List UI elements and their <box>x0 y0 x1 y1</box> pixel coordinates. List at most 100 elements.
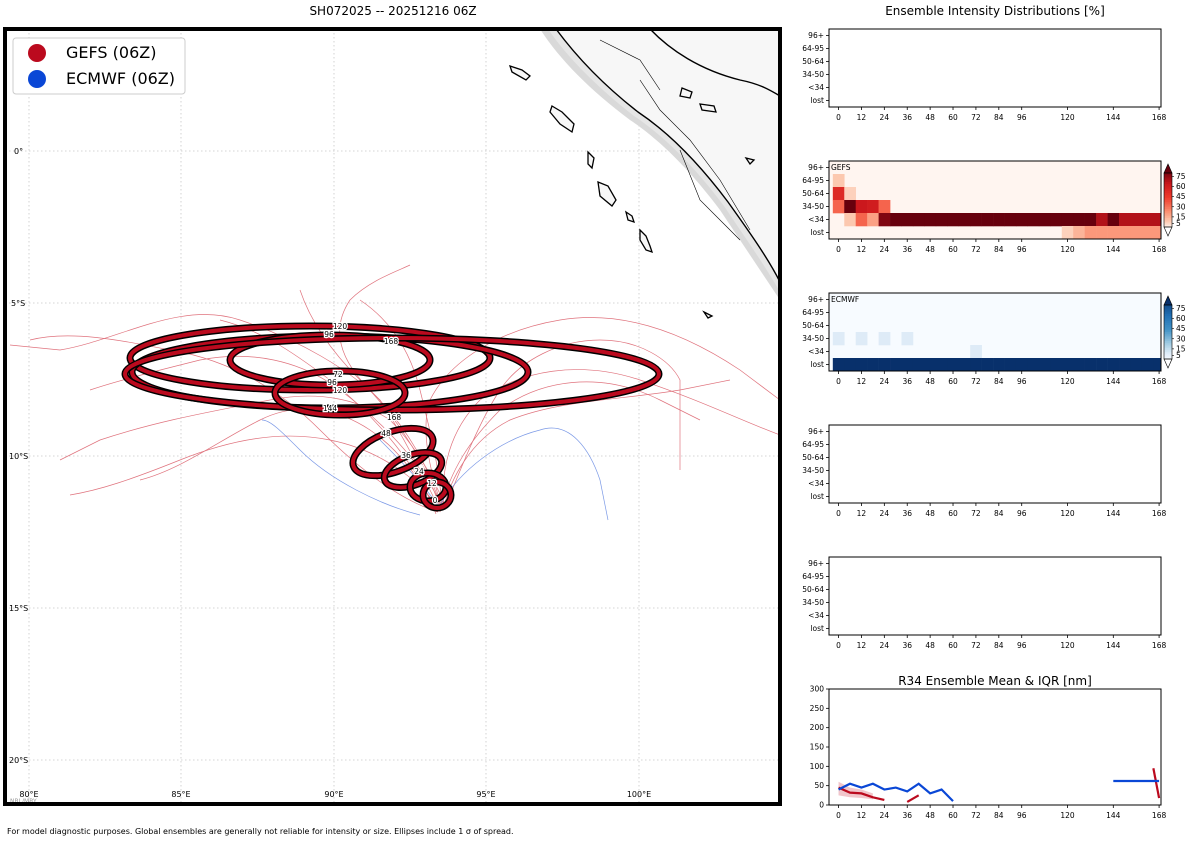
r34-y-tick-label: 150 <box>810 743 825 752</box>
r34-y-tick-label: 0 <box>819 801 824 810</box>
y-tick-label: 34-50 <box>802 334 824 343</box>
x-tick-label: 72 <box>971 377 981 386</box>
colorbar-swatch <box>1164 332 1172 335</box>
heatmap-cell <box>867 213 879 227</box>
y-tick-label: <34 <box>808 83 824 92</box>
heatmap-cell <box>935 358 948 372</box>
colorbar-swatch <box>1164 223 1172 226</box>
colorbar-swatch <box>1164 314 1172 317</box>
x-tick-label: 84 <box>994 245 1004 254</box>
y-tick-label: 50-64 <box>802 453 824 462</box>
heatmap-cell <box>855 213 868 227</box>
heatmap-cell <box>832 187 845 201</box>
y-tick-label: <34 <box>808 215 824 224</box>
x-tick-label: 0 <box>836 113 841 122</box>
colorbar-swatch <box>1164 207 1172 210</box>
y-tick-label: lost <box>810 96 824 105</box>
heatmap-cell <box>1084 226 1097 240</box>
x-tick-label: 72 <box>971 641 981 650</box>
r34-y-tick-label: 200 <box>810 723 825 732</box>
intensity-panel: 96+ 64-95 50-64 34-50 <34 lost 0 12 24 36 48 60 72 84… <box>802 556 1166 650</box>
colorbar-swatch <box>1164 348 1172 351</box>
heatmap-cell <box>1061 213 1074 227</box>
x-tick-label: 144 <box>1106 641 1121 650</box>
heatmap-cell <box>901 358 914 372</box>
colorbar-swatch <box>1164 225 1172 228</box>
uncertainty-ellipses <box>121 322 663 512</box>
map-legend: GEFS (06Z) ECMWF (06Z) <box>12 37 186 95</box>
intensity-panels: 96+ 64-95 50-64 34-50 <34 lost 0 12 24 36 48 60 72 84… <box>802 28 1166 650</box>
lon-tick: 80°E <box>19 790 38 799</box>
colorbar-swatch <box>1164 342 1172 345</box>
colorbar-arrow-top <box>1163 163 1173 174</box>
x-tick-label: 120 <box>1060 377 1075 386</box>
colorbar-swatch <box>1164 341 1172 344</box>
colorbar-swatch <box>1164 214 1172 217</box>
colorbar-swatch <box>1164 187 1172 190</box>
heatmap-cell <box>1096 213 1108 227</box>
land-sumatra <box>540 28 781 300</box>
heatmap-cell <box>1073 213 1085 227</box>
heatmap-cell <box>970 213 982 227</box>
heatmap-cell <box>1119 213 1131 227</box>
heatmap-cell <box>878 200 891 214</box>
colorbar-arrow-top <box>1163 295 1173 306</box>
heatmap-cell <box>1084 358 1097 372</box>
r34-y-tick-label: 50 <box>814 781 824 790</box>
heatmap-cell <box>1073 358 1085 372</box>
ellipse-label: 168 <box>387 413 402 422</box>
r34-series-line <box>1152 768 1161 799</box>
r34-frame <box>828 688 1162 806</box>
y-tick-label: 50-64 <box>802 585 824 594</box>
heatmap-cell <box>993 358 1005 372</box>
panel-frame <box>828 292 1162 372</box>
heatmap-cell <box>867 358 879 372</box>
heatmap-cell <box>970 358 982 372</box>
x-tick-label: 48 <box>925 245 935 254</box>
heatmap-cell <box>1107 226 1120 240</box>
x-tick-label: 120 <box>1060 509 1075 518</box>
x-tick-label: 144 <box>1106 509 1121 518</box>
heatmap-cell <box>981 213 994 227</box>
x-tick-label: 24 <box>880 377 890 386</box>
panel-frame <box>828 28 1162 108</box>
heatmap-cell <box>1050 213 1063 227</box>
y-tick-label: 34-50 <box>802 598 824 607</box>
panel-label: ECMWF <box>831 295 859 304</box>
heatmap-cell <box>1153 213 1162 227</box>
heatmap-cell <box>844 200 857 214</box>
ellipse-label: 24 <box>414 467 424 476</box>
ellipse-label: 144 <box>323 404 338 413</box>
colorbar-swatch <box>1164 183 1172 186</box>
intensity-panel: 96+ 64-95 50-64 34-50 <34 lost 0 12 24 36 48 60 72 84… <box>802 28 1166 122</box>
y-tick-label: 64-95 <box>802 440 824 449</box>
heatmap-cell <box>1130 226 1143 240</box>
colorbar-swatch <box>1164 185 1172 188</box>
heatmap-cell <box>832 174 845 188</box>
x-tick-label: 48 <box>925 377 935 386</box>
r34-x-tick-label: 12 <box>857 811 867 820</box>
x-tick-label: 144 <box>1106 113 1121 122</box>
x-tick-label: 12 <box>857 113 867 122</box>
panel-background <box>829 29 1161 107</box>
intensity-panel: ECMWF 96+ 64-95 50-64 34-50 <34 lost 0 12 24 36 48 6… <box>802 292 1166 386</box>
colorbar-tick-label: 75 <box>1176 172 1186 181</box>
colorbar-swatch <box>1164 203 1172 206</box>
heatmap-cell <box>1004 213 1017 227</box>
x-tick-label: 96 <box>1017 509 1027 518</box>
x-tick-label: 60 <box>948 377 958 386</box>
r34-title: R34 Ensemble Mean & IQR [nm] <box>898 674 1092 688</box>
heatmap-cell <box>878 358 891 372</box>
y-tick-label: lost <box>810 228 824 237</box>
colorbar-frame <box>1163 304 1173 360</box>
heatmap-cell <box>912 358 925 372</box>
heatmap-cell <box>1107 213 1120 227</box>
r34-x-tick-label: 24 <box>880 811 890 820</box>
ellipse-label: 120 <box>333 322 348 331</box>
heatmap-cell <box>1130 358 1143 372</box>
panel-frame <box>828 160 1162 240</box>
x-tick-label: 48 <box>925 641 935 650</box>
colorbar-swatch <box>1164 350 1172 353</box>
r34-x-tick-label: 144 <box>1106 811 1121 820</box>
